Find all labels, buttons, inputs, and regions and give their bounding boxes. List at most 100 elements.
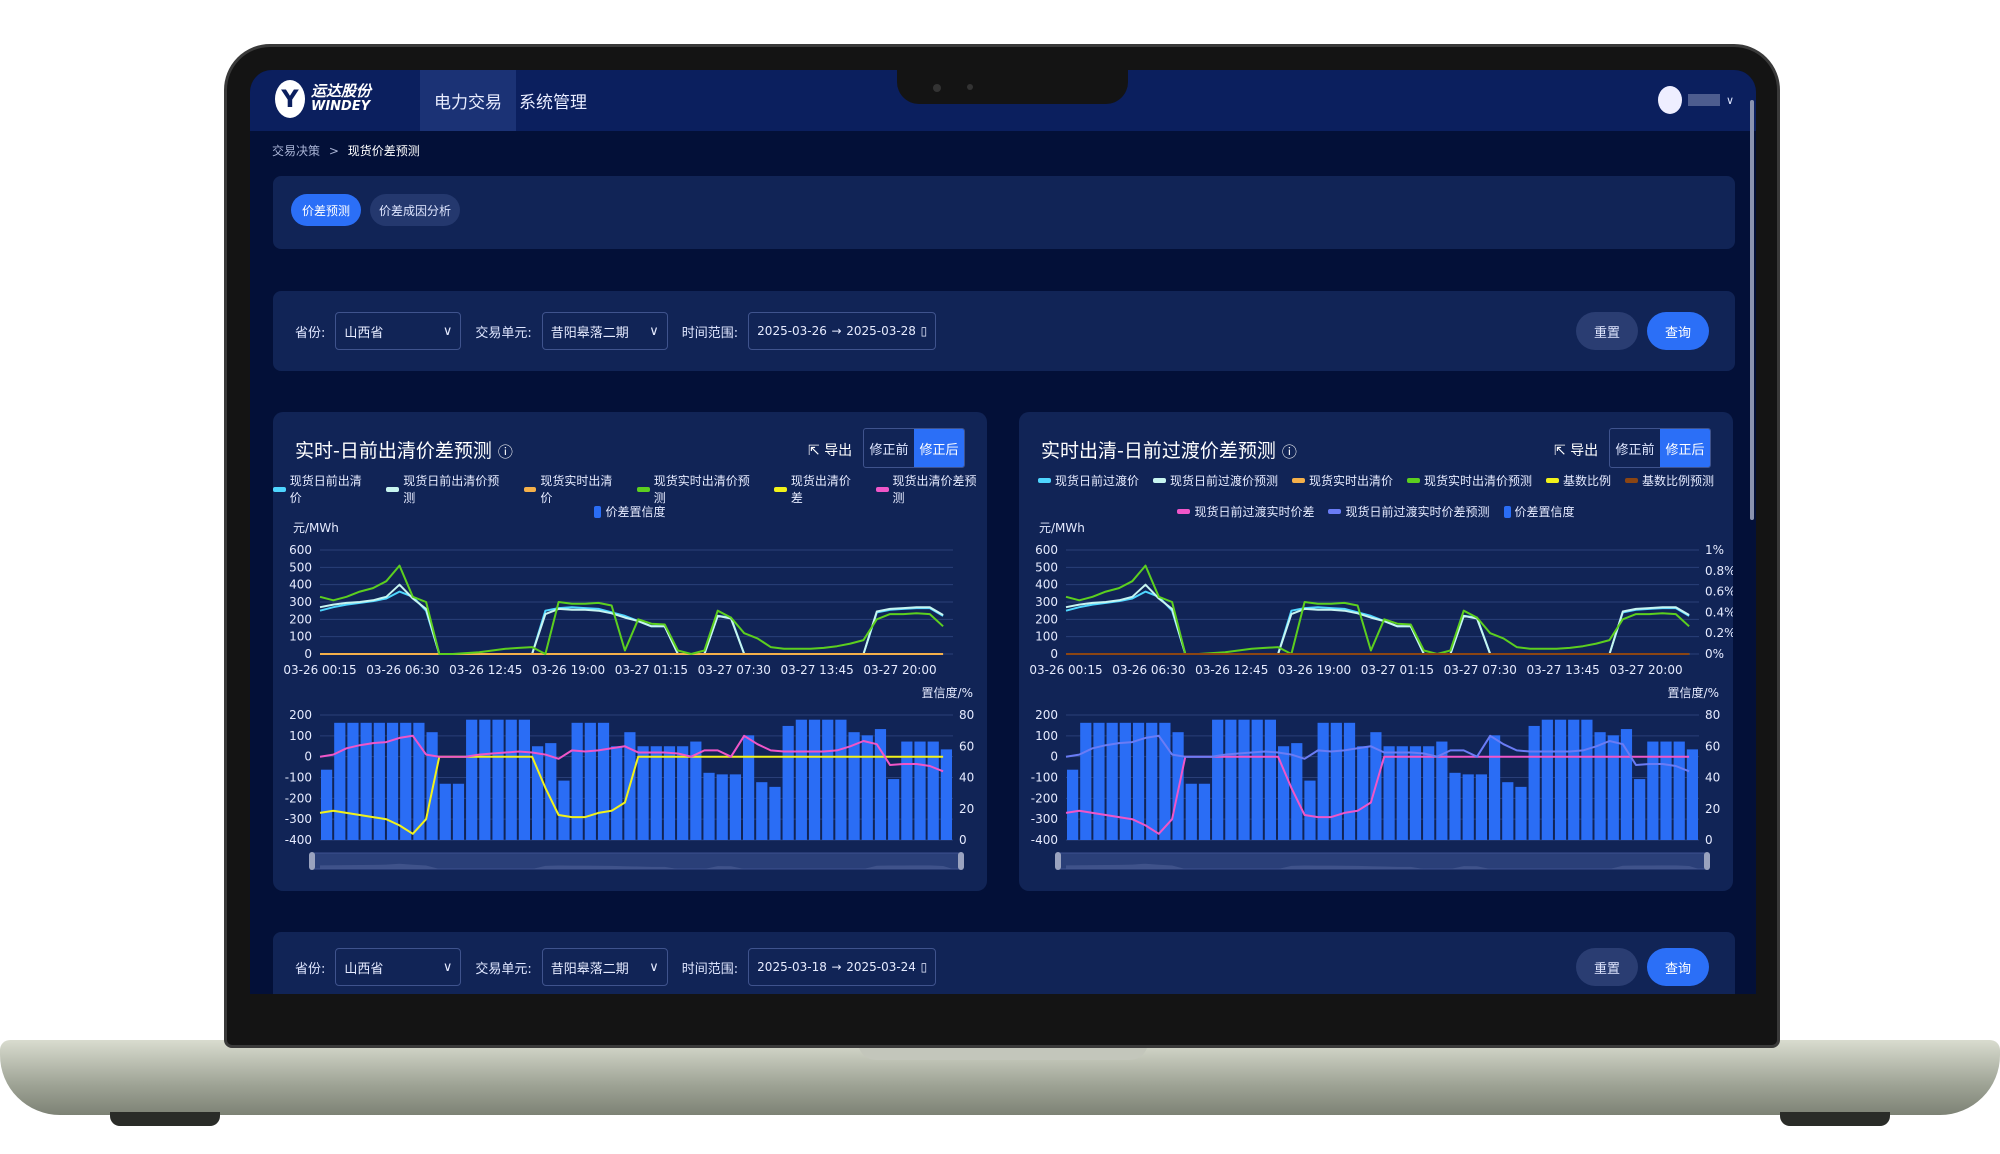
- legend-item[interactable]: 价差置信度: [594, 503, 666, 520]
- user-menu[interactable]: ∨: [1657, 86, 1734, 114]
- legend-item[interactable]: 现货日前过渡价预测: [1152, 472, 1278, 489]
- trading-unit-select[interactable]: 昔阳皋落二期 ∨: [541, 948, 668, 986]
- legend-item[interactable]: 基数比例预测: [1625, 472, 1714, 489]
- y-axis-unit: 元/MWh: [1039, 521, 1085, 535]
- button-label: 查询: [1664, 961, 1691, 977]
- confidence-bar: [782, 725, 794, 840]
- y2-tick-label: 80: [959, 708, 974, 722]
- legend-swatch: [1328, 509, 1342, 514]
- sensor-icon: [967, 84, 973, 90]
- confidence-bar: [1673, 741, 1685, 840]
- confidence-bar: [1686, 749, 1698, 840]
- confidence-bar: [611, 746, 623, 840]
- confidence-bar: [1541, 719, 1553, 840]
- tab-spread-cause-analysis[interactable]: 价差成因分析: [370, 194, 460, 226]
- y-tick-label: 100: [289, 630, 312, 644]
- query-button[interactable]: 查询: [1647, 312, 1709, 350]
- confidence-bar: [558, 780, 570, 840]
- x-tick-label: 03-27 01:15: [615, 663, 688, 677]
- legend-item[interactable]: 现货日前过渡实时价差预测: [1328, 503, 1490, 520]
- confidence-bar: [1146, 722, 1158, 840]
- confidence-bar: [940, 749, 952, 840]
- scrollbar[interactable]: [1750, 100, 1754, 520]
- date-range-picker[interactable]: 2025-03-26 → 2025-03-28 ▯: [748, 312, 937, 350]
- legend-swatch: [273, 486, 286, 492]
- chart-panel-transition-spread: 实时出清-日前过渡价差预测 ⓘ ⇱ 导出 修正前 修正后 现货日前过渡价 现货日前…: [1019, 412, 1733, 891]
- x-tick-label: 03-26 00:15: [283, 663, 356, 677]
- legend-item[interactable]: 现货实时出清价: [1291, 472, 1393, 489]
- breadcrumb-parent[interactable]: 交易决策: [272, 144, 321, 158]
- end-date[interactable]: 2025-03-28: [846, 324, 916, 338]
- legend-item[interactable]: 现货日前出清价预测: [386, 472, 509, 506]
- zoom-slider-handle[interactable]: [1704, 852, 1710, 870]
- confidence-bar: [808, 719, 821, 840]
- province-select[interactable]: 山西省 ∨: [335, 312, 462, 350]
- confidence-bar: [1607, 735, 1619, 840]
- confidence-bar: [1291, 743, 1303, 840]
- before-correction-button[interactable]: 修正前: [869, 442, 909, 458]
- legend-item[interactable]: 价差置信度: [1503, 503, 1575, 520]
- start-date[interactable]: 2025-03-18: [757, 960, 827, 974]
- legend-label: 现货实时出清价预测: [1424, 474, 1533, 488]
- y-tick-label: -300: [285, 812, 312, 826]
- confidence-bar: [1489, 735, 1501, 840]
- confidence-bar: [729, 774, 741, 840]
- legend-item[interactable]: 现货出清价差预测: [875, 472, 987, 506]
- legend-item[interactable]: 现货日前过渡实时价差: [1177, 503, 1314, 520]
- correction-toggle: 修正前 修正后: [1609, 428, 1711, 468]
- time-range-label: 时间范围:: [681, 325, 739, 341]
- legend-item[interactable]: 现货日前过渡价: [1037, 472, 1139, 489]
- query-button[interactable]: 查询: [1647, 948, 1709, 986]
- legend-swatch: [1503, 505, 1511, 518]
- confidence-bar: [690, 741, 702, 840]
- zoom-slider-handle[interactable]: [958, 852, 964, 870]
- confidence-bar: [769, 786, 781, 840]
- start-date[interactable]: 2025-03-26: [757, 324, 827, 338]
- y-tick-label: -400: [1031, 833, 1058, 847]
- legend-item[interactable]: 现货实时出清价预测: [637, 472, 760, 506]
- province-select[interactable]: 山西省 ∨: [335, 948, 462, 986]
- reset-button[interactable]: 重置: [1576, 312, 1638, 350]
- after-correction-button[interactable]: 修正后: [1660, 429, 1710, 467]
- chevron-down-icon: ∨: [649, 959, 659, 975]
- confidence-bar: [505, 719, 517, 840]
- legend-item[interactable]: 现货实时出清价预测: [1407, 472, 1532, 489]
- legend-item[interactable]: 基数比例: [1546, 472, 1611, 489]
- nav-power-trading[interactable]: 电力交易: [420, 70, 516, 131]
- date-range-picker[interactable]: 2025-03-18 → 2025-03-24 ▯: [748, 948, 937, 986]
- confidence-bar: [1343, 722, 1356, 840]
- screen: Y 运达股份 WINDEY 电力交易 系统管理 ∨ 交易决策 > 现货价差预测 价…: [250, 70, 1756, 994]
- nav-system-management[interactable]: 系统管理: [505, 70, 601, 131]
- tab-card: 价差预测 价差成因分析: [273, 176, 1735, 249]
- legend-item[interactable]: 现货出清价差: [774, 472, 862, 506]
- confidence-bar: [927, 741, 939, 840]
- confidence-bar: [1436, 741, 1448, 840]
- confidence-bar: [439, 783, 451, 840]
- after-correction-button[interactable]: 修正后: [914, 429, 964, 467]
- before-correction-button[interactable]: 修正前: [1615, 442, 1655, 458]
- zoom-slider-handle[interactable]: [309, 852, 315, 870]
- y2-tick-label: 0.4%: [1705, 605, 1733, 619]
- reset-button[interactable]: 重置: [1576, 948, 1638, 986]
- confidence-bar: [1080, 722, 1092, 840]
- zoom-slider-handle[interactable]: [1055, 852, 1061, 870]
- confidence-bar: [492, 719, 504, 840]
- confidence-bar: [1423, 746, 1435, 840]
- export-button[interactable]: ⇱ 导出: [1554, 440, 1598, 460]
- end-date[interactable]: 2025-03-24: [846, 960, 916, 974]
- legend-label: 现货实时出清价预测: [653, 474, 750, 505]
- legend-item[interactable]: 现货日前出清价: [273, 472, 372, 506]
- info-icon[interactable]: ⓘ: [497, 443, 513, 461]
- series-line: [1065, 734, 1690, 773]
- confidence-bar: [1620, 729, 1633, 840]
- x-tick-label: 03-27 20:00: [1609, 663, 1682, 677]
- info-icon[interactable]: ⓘ: [1281, 443, 1297, 461]
- trading-unit-select[interactable]: 昔阳皋落二期 ∨: [541, 312, 668, 350]
- tab-spread-forecast[interactable]: 价差预测: [291, 194, 361, 226]
- chevron-down-icon: ∨: [442, 959, 453, 975]
- legend-label: 基数比例: [1563, 474, 1612, 488]
- breadcrumb-current: 现货价差预测: [347, 144, 420, 158]
- export-button[interactable]: ⇱ 导出: [808, 440, 852, 460]
- y-tick-label: -300: [1031, 812, 1058, 826]
- legend-item[interactable]: 现货实时出清价: [523, 472, 623, 506]
